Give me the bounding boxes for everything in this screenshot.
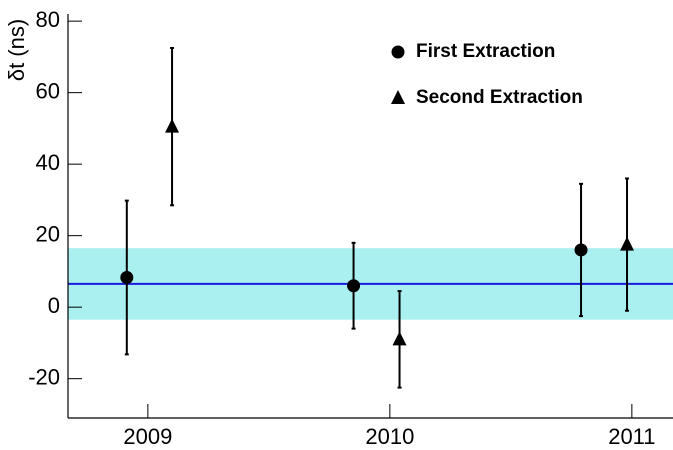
point — [620, 236, 635, 251]
legend-marker — [391, 90, 405, 104]
point — [165, 118, 180, 133]
y-tick-label: 40 — [36, 150, 60, 175]
point — [347, 279, 361, 293]
legend-label: Second Extraction — [416, 87, 583, 108]
point — [120, 270, 134, 284]
y-tick-label: 0 — [48, 293, 60, 318]
point — [574, 243, 588, 257]
y-tick-label: 60 — [36, 78, 60, 103]
point — [392, 331, 407, 346]
x-tick-label: 2009 — [123, 424, 172, 449]
legend-label: First Extraction — [416, 41, 555, 62]
y-tick-label: 80 — [36, 7, 60, 32]
y-tick-label: -20 — [28, 364, 60, 389]
legend-marker — [391, 45, 405, 59]
y-tick-label: 20 — [36, 221, 60, 246]
x-tick-label: 2011 — [608, 424, 655, 449]
x-tick-label: 2010 — [365, 424, 414, 449]
y-axis-label: δt (ns) — [4, 19, 29, 81]
